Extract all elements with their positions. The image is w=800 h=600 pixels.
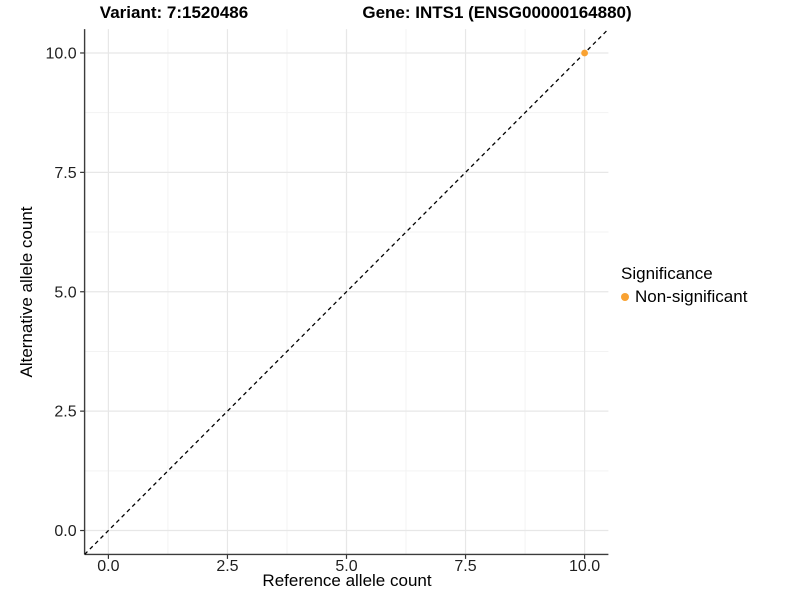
legend-item: Non-significant xyxy=(621,287,747,307)
x-axis-title: Reference allele count xyxy=(262,571,432,590)
x-tick-label: 5.0 xyxy=(335,558,357,575)
x-tick-label: 7.5 xyxy=(454,558,476,575)
plot-title-variant: Variant: 7:1520486 xyxy=(99,3,249,22)
legend-items: Non-significant xyxy=(621,287,747,307)
y-tick-label: 10.0 xyxy=(45,45,76,62)
y-tick-label: 2.5 xyxy=(54,404,76,421)
plot-title-gene: Gene: INTS1 (ENSG00000164880) xyxy=(362,3,632,22)
y-axis-title: Alternative allele count xyxy=(17,206,36,378)
legend-item-label: Non-significant xyxy=(635,287,748,306)
y-tick-label: 7.5 xyxy=(54,165,76,182)
data-point xyxy=(581,49,588,57)
x-tick-label: 10.0 xyxy=(569,558,600,575)
legend-title: Significance xyxy=(621,264,713,283)
x-tick-label: 0.0 xyxy=(97,558,119,575)
y-tick-label: 0.0 xyxy=(54,523,76,540)
y-tick-label: 5.0 xyxy=(54,284,76,301)
x-tick-label: 2.5 xyxy=(216,558,238,575)
legend-point-icon xyxy=(621,293,629,301)
identity-reference-line xyxy=(84,28,609,555)
legend: Significance Non-significant xyxy=(621,264,747,307)
